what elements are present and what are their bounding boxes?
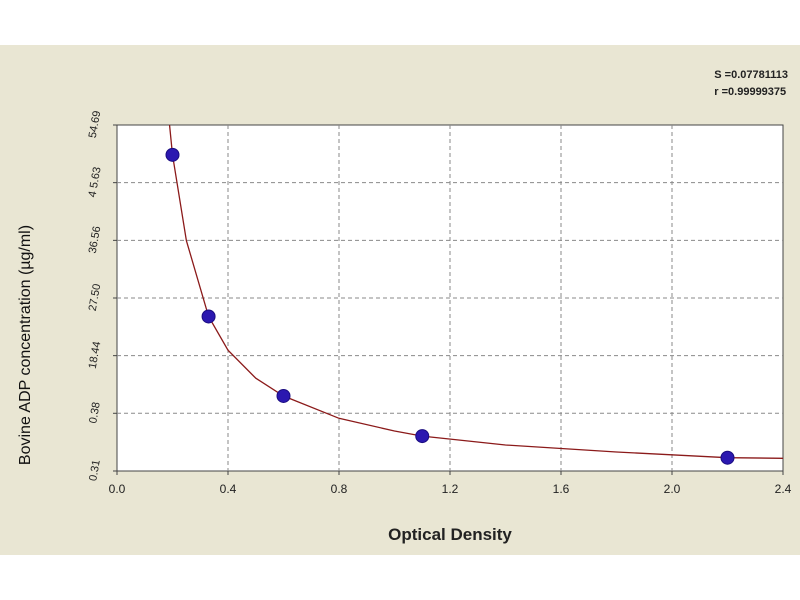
- y-tick-label: 0.38: [87, 401, 103, 424]
- stat-s: S =0.07781113: [714, 69, 788, 81]
- x-tick-label: 0.8: [331, 482, 348, 496]
- chart-canvas: 0.0 0.4 0.8 1.2 1.6 2.0 2.4 0.31 0.38 18.44 27.50 3…: [86, 110, 792, 496]
- data-point: [201, 309, 216, 324]
- data-point: [276, 388, 291, 403]
- x-axis-label: Optical Density: [388, 525, 512, 544]
- fit-statistics: S =0.07781113 r =0.99999375: [714, 67, 788, 101]
- y-tick-label: 36.56: [87, 225, 104, 254]
- y-tick-label: 27.50: [87, 283, 104, 312]
- data-point: [415, 429, 430, 444]
- y-tick-label: 18.44: [87, 341, 104, 370]
- y-tick-label: 54.69: [87, 110, 104, 139]
- x-tick-label: 1.2: [442, 482, 459, 496]
- data-point: [165, 147, 180, 162]
- x-tick-label: 0.0: [109, 482, 126, 496]
- chart-figure: S =0.07781113 r =0.99999375 Bovine ADP c…: [0, 45, 800, 555]
- y-tick-label: 0.31: [87, 459, 103, 482]
- stat-r: r =0.99999375: [714, 86, 787, 98]
- x-tick-label: 0.4: [220, 482, 237, 496]
- y-tick-label: 4 5.63: [86, 166, 103, 198]
- fit-curve: [168, 125, 783, 459]
- x-tick-label: 2.0: [664, 482, 681, 496]
- x-tick-label: 1.6: [553, 482, 570, 496]
- data-point: [720, 450, 735, 465]
- x-tick-label: 2.4: [775, 482, 792, 496]
